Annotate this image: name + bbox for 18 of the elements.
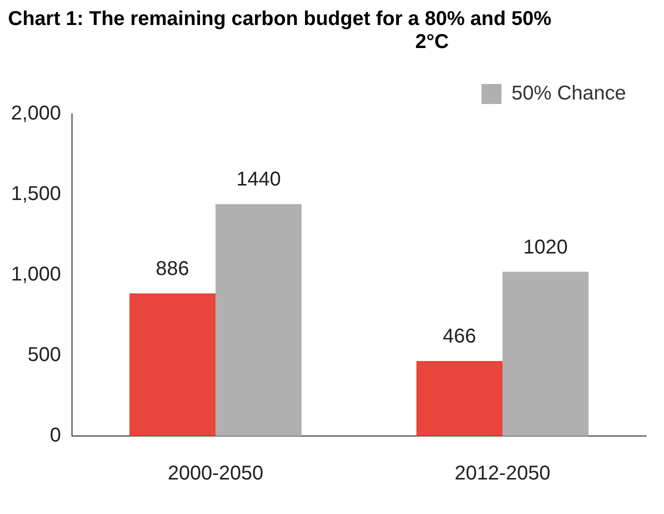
y-tick-label: 0 [50,424,62,447]
bar [216,204,302,436]
y-tick-label: 1,500 [10,183,62,206]
legend-label: 50% Chance [511,82,626,105]
data-label: 466 [442,325,476,348]
data-label: 886 [156,258,190,280]
data-label: 1440 [236,168,281,191]
x-tick-label: 2012-2050 [454,462,550,485]
y-tick-label: 2,000 [10,102,62,125]
chart-title: Chart 1: The remaining carbon budget for a 80% and 50% [8,8,552,31]
bar [416,360,503,436]
data-label: 1020 [523,236,568,258]
bar [129,293,216,436]
chart-subtitle: 2°C [414,31,450,54]
y-tick-label: 1,000 [10,264,62,286]
bar [502,272,589,436]
x-tick-label: 2000-2050 [168,462,264,485]
y-tick-label: 500 [28,344,62,366]
